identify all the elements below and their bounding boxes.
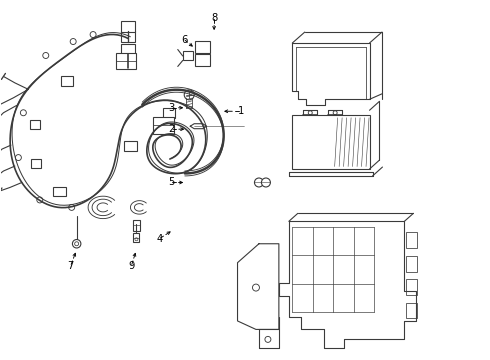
Bar [61, 76, 73, 86]
Bar [53, 187, 66, 196]
Bar [163, 108, 175, 118]
Circle shape [21, 110, 26, 116]
Text: 6: 6 [181, 35, 187, 45]
Text: 9: 9 [128, 261, 135, 271]
Circle shape [90, 32, 96, 37]
Bar [133, 233, 140, 242]
Circle shape [43, 53, 49, 58]
Bar [122, 44, 135, 54]
Bar [30, 120, 40, 129]
Bar [406, 279, 417, 295]
Circle shape [265, 336, 271, 342]
Circle shape [254, 178, 264, 187]
Bar [406, 302, 417, 319]
Bar [124, 141, 137, 151]
Circle shape [262, 178, 270, 187]
Bar [116, 54, 136, 69]
Circle shape [73, 239, 81, 248]
Text: 3: 3 [168, 103, 174, 113]
Bar [406, 232, 417, 248]
Bar [122, 21, 135, 32]
Circle shape [333, 111, 337, 115]
Text: 2: 2 [168, 124, 174, 134]
Bar [195, 41, 210, 53]
Text: 1: 1 [238, 106, 244, 116]
Circle shape [135, 238, 138, 241]
Bar [183, 51, 193, 60]
Circle shape [252, 284, 259, 291]
Text: 7: 7 [68, 261, 74, 271]
Bar [293, 115, 369, 169]
Circle shape [184, 90, 194, 100]
Circle shape [15, 154, 22, 161]
Bar [195, 54, 210, 67]
Bar [122, 31, 135, 41]
Circle shape [308, 111, 312, 115]
Text: 5: 5 [168, 177, 174, 188]
Bar [133, 220, 140, 231]
Text: 4: 4 [156, 234, 163, 244]
Bar [153, 117, 174, 134]
Circle shape [69, 204, 74, 210]
Circle shape [37, 197, 43, 203]
Bar [406, 256, 417, 272]
Circle shape [74, 242, 78, 246]
Bar [31, 159, 41, 167]
Circle shape [70, 39, 76, 45]
Text: 8: 8 [211, 13, 217, 23]
